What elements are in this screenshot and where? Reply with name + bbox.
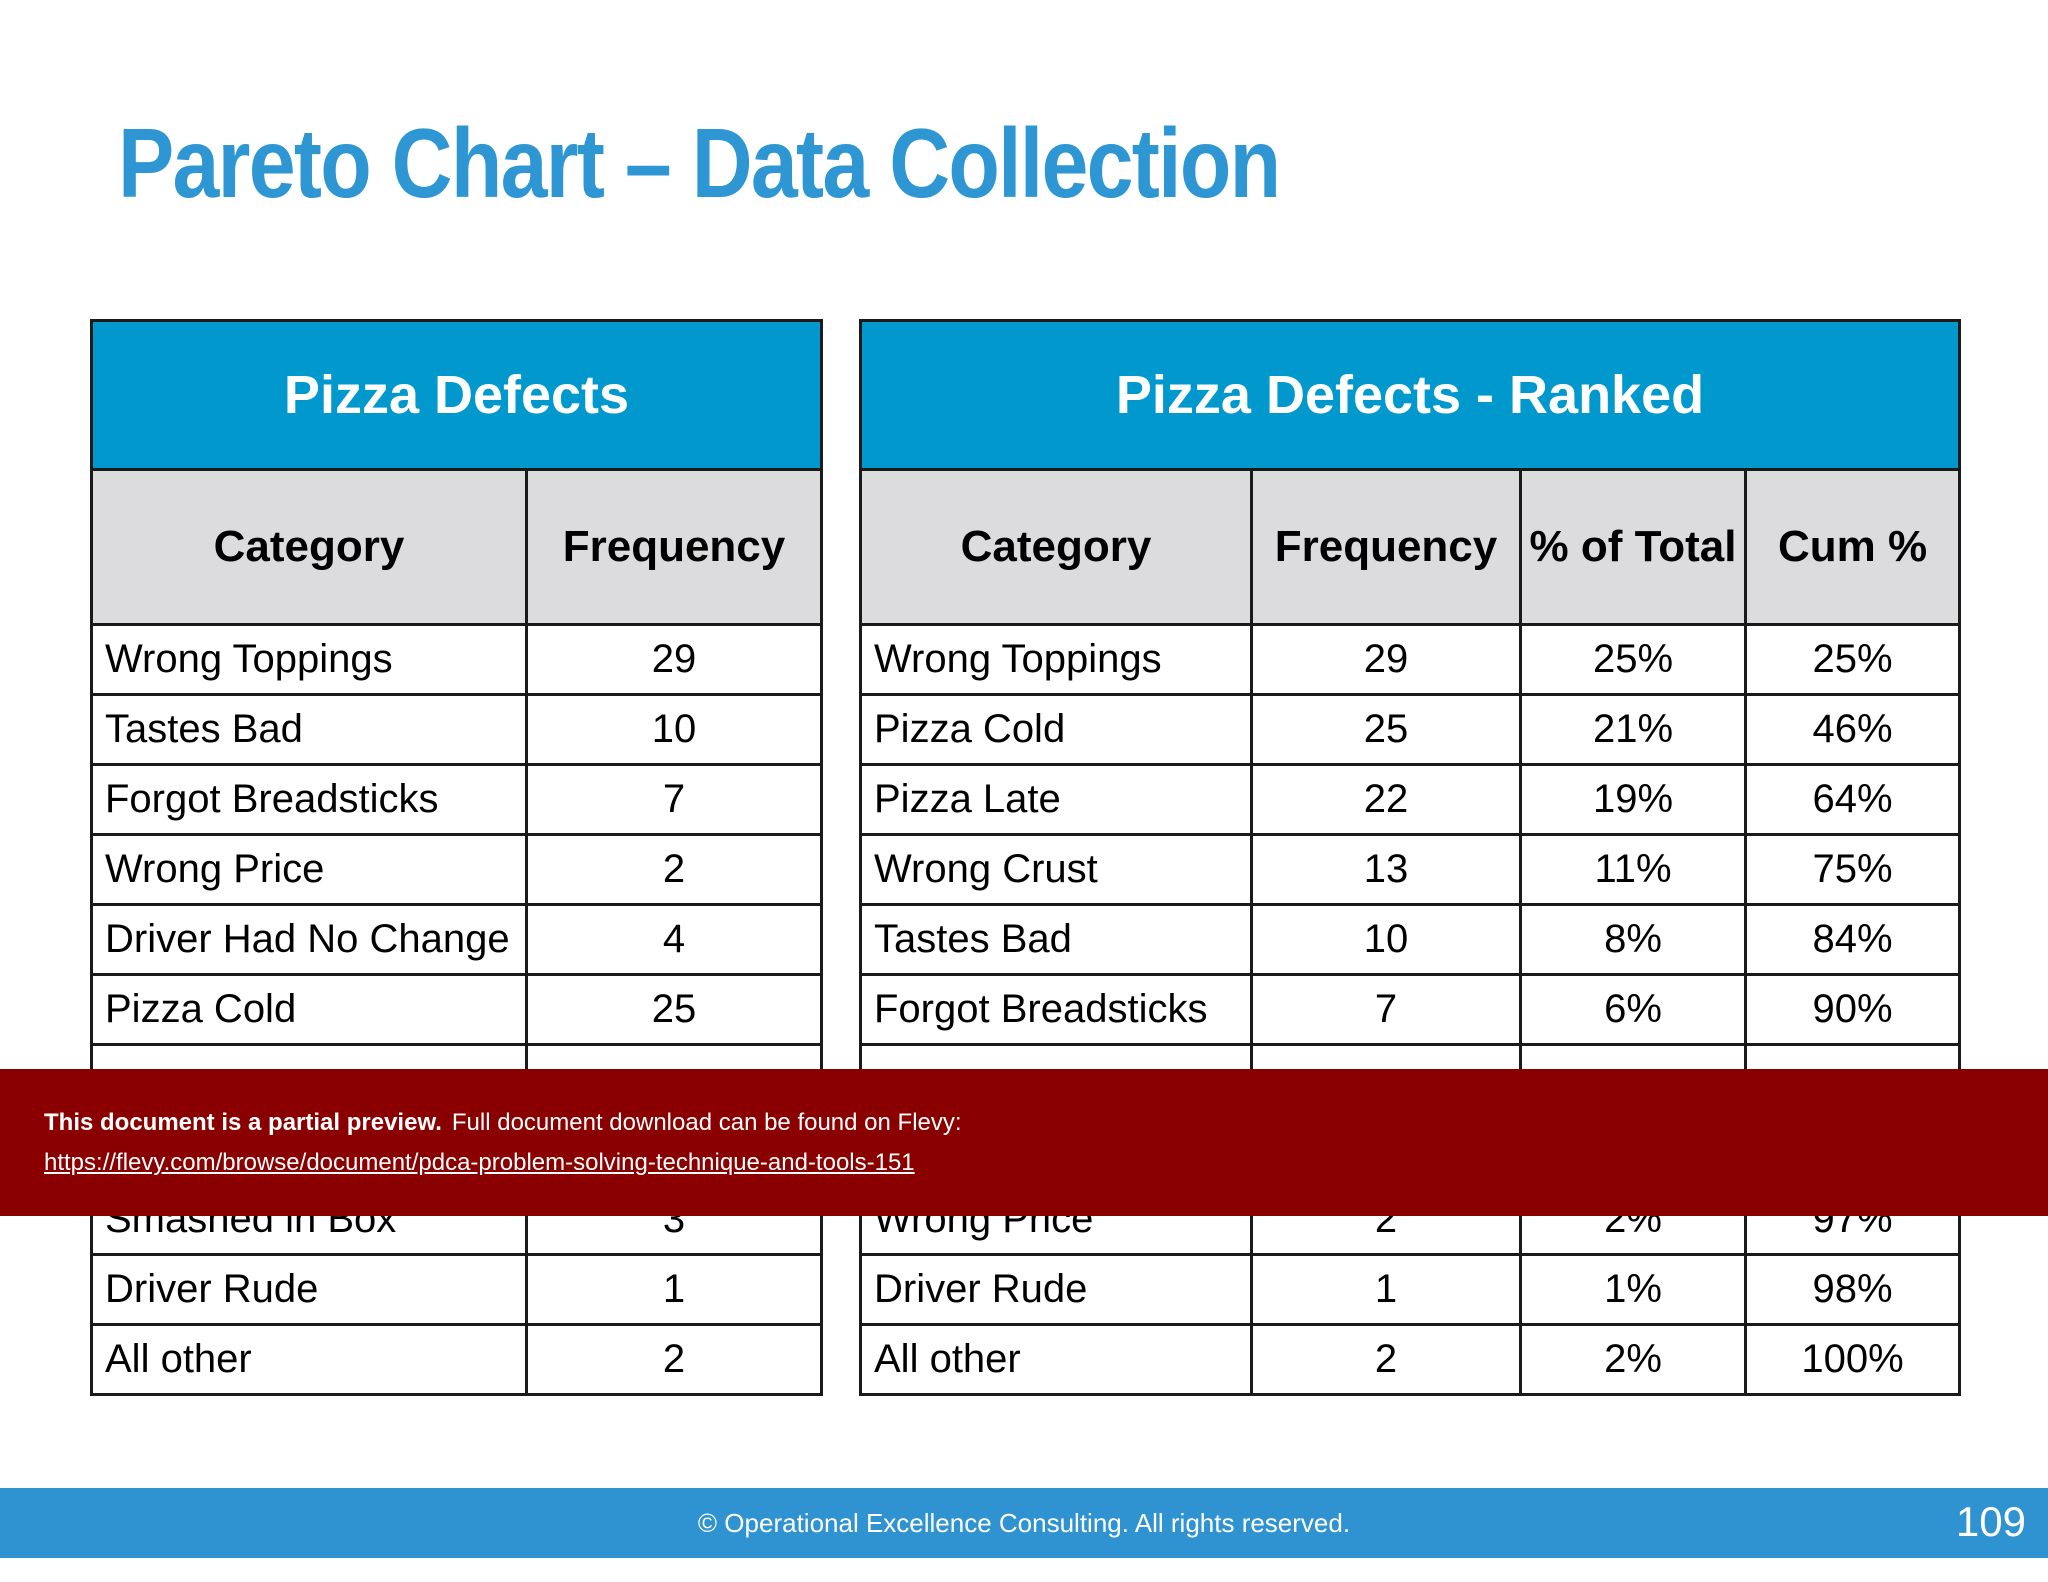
value-cell: 25% <box>1743 623 1962 696</box>
table-row: Forgot Breadsticks 7 6% 90% <box>859 973 1962 1046</box>
value-cell: 21% <box>1519 693 1747 766</box>
table-title: Pizza Defects - Ranked <box>858 319 1962 471</box>
page-number: 109 <box>1955 1498 2026 1545</box>
category-cell: All other <box>859 1323 1253 1396</box>
value-cell: 46% <box>1743 693 1962 766</box>
table-row: Driver Rude 1 1% 98% <box>859 1253 1962 1326</box>
value-cell: 2 <box>525 833 823 906</box>
value-cell: 11% <box>1519 833 1747 906</box>
table-row: Wrong Crust 13 11% 75% <box>859 833 1962 906</box>
column-header: Category <box>859 468 1253 626</box>
value-cell: 22 <box>1250 763 1522 836</box>
value-cell: 2 <box>525 1323 823 1396</box>
category-cell: Driver Had No Change <box>90 903 528 976</box>
value-cell: 90% <box>1743 973 1962 1046</box>
category-cell: Forgot Breadsticks <box>90 763 528 836</box>
value-cell: 25 <box>1250 693 1522 766</box>
value-cell: 7 <box>1250 973 1522 1046</box>
value-cell: 10 <box>525 693 823 766</box>
value-cell: 64% <box>1743 763 1962 836</box>
table-row: Tastes Bad 10 <box>90 693 823 766</box>
value-cell: 25 <box>525 973 823 1046</box>
value-cell: 13 <box>1250 833 1522 906</box>
table-row: All other 2 2% 100% <box>859 1323 1962 1396</box>
preview-banner: This document is a partial preview. Full … <box>0 1069 2048 1216</box>
category-cell: Pizza Late <box>859 763 1253 836</box>
value-cell: 25% <box>1519 623 1747 696</box>
table-row: Wrong Price 2 <box>90 833 823 906</box>
category-cell: Tastes Bad <box>90 693 528 766</box>
table-row: Forgot Breadsticks 7 <box>90 763 823 836</box>
table-row: Pizza Cold 25 21% 46% <box>859 693 1962 766</box>
table-row: Pizza Late 22 19% 64% <box>859 763 1962 836</box>
table-row: All other 2 <box>90 1323 823 1396</box>
value-cell: 2% <box>1519 1323 1747 1396</box>
value-cell: 98% <box>1743 1253 1962 1326</box>
category-cell: Wrong Price <box>90 833 528 906</box>
value-cell: 4 <box>525 903 823 976</box>
table-title: Pizza Defects <box>90 319 823 471</box>
category-cell: Driver Rude <box>90 1253 528 1326</box>
banner-text: Full document download can be found on F… <box>451 1109 962 1136</box>
value-cell: 2 <box>1250 1323 1522 1396</box>
copyright-text: © Operational Excellence Consulting. All… <box>697 1508 1351 1538</box>
footer-bar: © Operational Excellence Consulting. All… <box>0 1488 2048 1558</box>
slide-title: Pareto Chart – Data Collection <box>118 108 1281 218</box>
column-header: Frequency <box>525 468 823 626</box>
table-row: Pizza Cold 25 <box>90 973 823 1046</box>
table-row: Tastes Bad 10 8% 84% <box>859 903 1962 976</box>
column-header: Cum % <box>1743 468 1962 626</box>
category-cell: Tastes Bad <box>859 903 1253 976</box>
category-cell: Driver Rude <box>859 1253 1253 1326</box>
category-cell: Wrong Toppings <box>90 623 528 696</box>
column-header: Frequency <box>1250 468 1522 626</box>
flevy-document-link[interactable]: https://flevy.com/browse/document/pdca-p… <box>44 1149 915 1176</box>
category-cell: All other <box>90 1323 528 1396</box>
category-cell: Wrong Toppings <box>859 623 1253 696</box>
value-cell: 8% <box>1519 903 1747 976</box>
value-cell: 1 <box>525 1253 823 1326</box>
value-cell: 19% <box>1519 763 1747 836</box>
value-cell: 7 <box>525 763 823 836</box>
table-row: Driver Had No Change 4 <box>90 903 823 976</box>
banner-bold-text: This document is a partial preview. <box>44 1109 442 1136</box>
banner-message: This document is a partial preview. Full … <box>44 1109 962 1137</box>
value-cell: 6% <box>1519 973 1747 1046</box>
value-cell: 29 <box>1250 623 1522 696</box>
table-row: Driver Rude 1 <box>90 1253 823 1326</box>
pizza-defects-table: Pizza Defects Category Frequency Wrong T… <box>90 319 823 1396</box>
value-cell: 1 <box>1250 1253 1522 1326</box>
value-cell: 84% <box>1743 903 1962 976</box>
category-cell: Wrong Crust <box>859 833 1253 906</box>
category-cell: Forgot Breadsticks <box>859 973 1253 1046</box>
category-cell: Pizza Cold <box>859 693 1253 766</box>
value-cell: 10 <box>1250 903 1522 976</box>
column-header: Category <box>90 468 528 626</box>
table-row: Wrong Toppings 29 25% 25% <box>859 623 1962 696</box>
category-cell: Pizza Cold <box>90 973 528 1046</box>
value-cell: 29 <box>525 623 823 696</box>
column-header: % of Total <box>1519 468 1747 626</box>
table-row: Wrong Toppings 29 <box>90 623 823 696</box>
value-cell: 100% <box>1743 1323 1962 1396</box>
value-cell: 75% <box>1743 833 1962 906</box>
pizza-defects-ranked-table: Pizza Defects - Ranked Category Frequenc… <box>858 319 1962 1396</box>
value-cell: 1% <box>1519 1253 1747 1326</box>
